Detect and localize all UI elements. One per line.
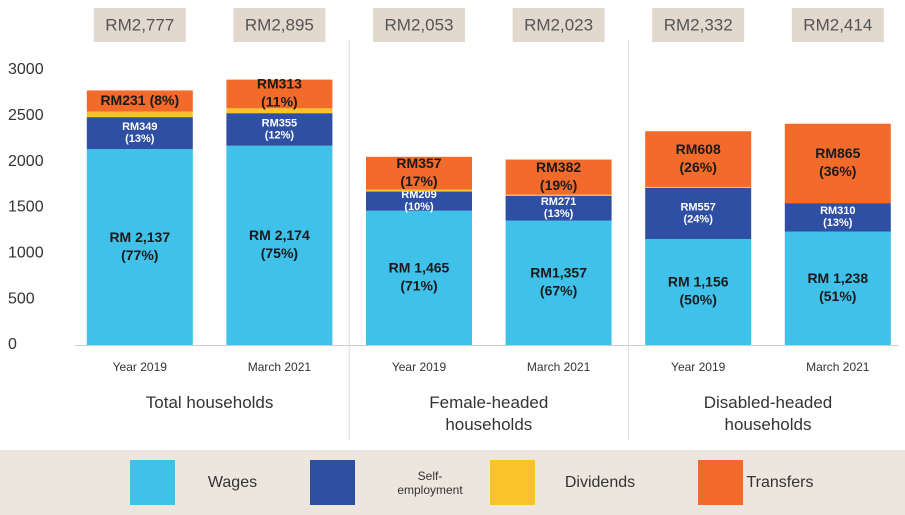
share-label: (10%): [404, 201, 434, 213]
share-label: (13%): [544, 208, 574, 220]
share-label: (67%): [540, 283, 577, 299]
share-label: (8%): [150, 92, 180, 108]
share-label: (11%): [261, 94, 298, 110]
group-label: Female-headed households: [429, 393, 549, 434]
total-label: RM2,414: [803, 15, 872, 34]
value-label: RM557: [680, 201, 715, 213]
share-label: (71%): [400, 278, 437, 294]
value-label: RM231 (8%): [100, 92, 179, 108]
value-label: RM 1,156: [668, 274, 729, 290]
bar-segment: [784, 231, 891, 345]
y-tick-label: 2000: [8, 153, 44, 170]
bar-segment: [226, 113, 333, 146]
x-tick-label: March 2021: [527, 360, 591, 374]
bar-segment: [645, 239, 752, 345]
bar-segment: [366, 191, 472, 211]
y-tick-label: 2500: [8, 107, 44, 124]
total-box: [93, 8, 186, 42]
bar-segment: [86, 117, 193, 150]
total-label: RM2,895: [245, 15, 314, 34]
y-tick-label: 3000: [8, 61, 44, 78]
share-label: (50%): [680, 292, 717, 308]
bar-segment: [86, 149, 193, 345]
bar-segment: [784, 123, 891, 204]
bar-segment: [505, 194, 612, 196]
value-label: RM313: [257, 76, 302, 92]
value-label: RM271: [541, 196, 576, 208]
value-label: RM357: [396, 155, 441, 171]
bar-segment: [226, 145, 333, 345]
total-box: [512, 8, 605, 42]
bar-segment: [505, 220, 612, 345]
y-tick-label: 1500: [8, 199, 44, 216]
bar-segment: [226, 108, 333, 114]
value-label: RM 2,137: [109, 229, 170, 245]
total-label: RM2,053: [385, 15, 454, 34]
legend-swatch: [130, 460, 175, 505]
total-box: [373, 8, 465, 42]
x-tick-label: Year 2019: [113, 360, 168, 374]
share-label: (24%): [684, 213, 714, 225]
x-tick-label: Year 2019: [392, 360, 447, 374]
group-label: Total households: [145, 393, 274, 412]
x-tick-label: March 2021: [806, 360, 870, 374]
share-label: (19%): [540, 177, 577, 193]
plot: 0 500 1000 1500 2000 2500 3000 Year 2019 RM 2,13…: [8, 8, 898, 440]
share-label: (12%): [265, 129, 295, 141]
value-label: RM310: [820, 205, 855, 217]
value-label: RM382: [536, 159, 581, 175]
bar-segment: [86, 111, 193, 118]
legend-label: Dividends: [564, 473, 636, 491]
value-label: RM355: [262, 117, 297, 129]
legend-label: Wages: [207, 473, 258, 491]
group-label: Disabled-headed households: [703, 393, 833, 434]
total-box: [652, 8, 745, 42]
total-label: RM2,023: [524, 15, 593, 34]
total-label: RM2,332: [664, 15, 733, 34]
share-label: (17%): [400, 173, 437, 189]
share-label: (26%): [680, 159, 717, 175]
y-tick-label: 500: [8, 290, 35, 307]
value-label: RM608: [676, 141, 721, 157]
total-box: [233, 8, 326, 42]
share-label: (13%): [125, 133, 155, 145]
legend-swatch: [490, 460, 535, 505]
legend-label: Transfers: [746, 473, 814, 491]
share-label: (51%): [819, 288, 856, 304]
share-label: (13%): [823, 217, 853, 229]
share-label: (77%): [121, 247, 158, 263]
bar-segment: [645, 187, 752, 240]
legend: Wages Self-employment Dividends Transfers: [0, 450, 905, 515]
x-tick-label: Year 2019: [671, 360, 726, 374]
bar-segment: [505, 195, 612, 221]
value-label: RM 1,238: [807, 270, 868, 286]
value-label: RM865: [815, 145, 860, 161]
total-label: RM2,777: [105, 15, 174, 34]
legend-label: Self-employment: [397, 468, 463, 497]
bar-segment: [645, 131, 752, 187]
bar-segment: [86, 90, 193, 112]
bar-segment: [505, 159, 612, 195]
bar-segment: [645, 186, 752, 188]
value-label: RM 2,174: [249, 227, 310, 243]
y-tick-label: 0: [8, 336, 17, 353]
x-tick-label: March 2021: [248, 360, 312, 374]
y-tick-label: 1000: [8, 245, 44, 262]
share-label: (36%): [819, 163, 856, 179]
share-label: (75%): [261, 245, 298, 261]
legend-swatch: [698, 460, 743, 505]
legend-swatch: [310, 460, 355, 505]
value-label: RM349: [122, 121, 157, 133]
value-label: RM1,357: [530, 265, 587, 281]
value-label: RM209: [401, 189, 436, 201]
bar-segment: [226, 79, 333, 109]
bar-segment: [366, 210, 472, 345]
total-box: [791, 8, 884, 42]
bar-segment: [784, 203, 891, 232]
bar-segment: [366, 189, 472, 192]
bar-segment: [366, 156, 472, 190]
value-label: RM 1,465: [389, 260, 450, 276]
value-label: RM231: [100, 92, 145, 108]
